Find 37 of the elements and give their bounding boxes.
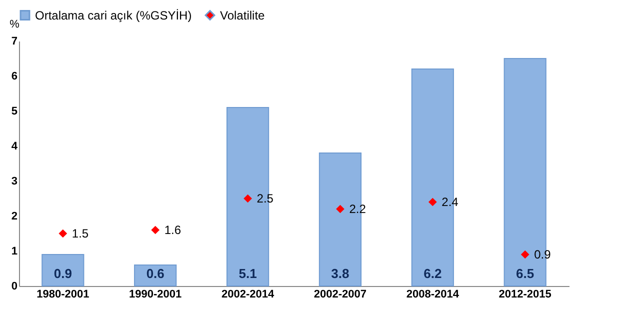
x-tick-label: 2008-2014 (406, 288, 460, 300)
x-tick-label: 1980-2001 (36, 288, 90, 300)
point (244, 194, 252, 203)
data-label: 5.1 (238, 266, 257, 281)
data-label: 6.2 (424, 266, 442, 281)
legend-label: Ortalama cari açık (%GSYİH) (35, 8, 192, 22)
data-label: 2.5 (256, 192, 274, 206)
data-label: 2.2 (349, 202, 366, 216)
x-tick-label: 2002-2014 (221, 288, 275, 300)
y-tick-label: 6 (11, 70, 18, 82)
x-tick-label: 2012-2015 (498, 288, 552, 300)
data-label: 2.4 (442, 195, 459, 209)
y-tick-label: 2 (11, 210, 18, 222)
data-label: 0.6 (146, 266, 164, 281)
data-label: 0.9 (54, 266, 72, 281)
data-label: 1.6 (164, 223, 182, 237)
y-tick-label: 3 (11, 176, 18, 188)
bar (134, 264, 177, 286)
legend-label: Volatilite (220, 8, 266, 22)
data-label: 6.5 (516, 266, 534, 281)
point (151, 226, 160, 234)
x-tick-label: 1990-2001 (129, 288, 182, 300)
data-label: 0.9 (534, 248, 552, 262)
y-tick-label: 0 (11, 280, 18, 292)
bar (42, 254, 84, 286)
y-tick-label: 7 (11, 36, 18, 48)
y-axis-title: % (10, 18, 20, 30)
point (336, 204, 344, 214)
x-tick-label: 2002-2007 (314, 288, 367, 300)
y-tick-label: 5 (11, 106, 18, 118)
point (58, 229, 68, 238)
y-tick-label: 1 (11, 246, 18, 258)
y-tick-label: 4 (11, 140, 18, 152)
point (520, 250, 530, 259)
data-label: 1.5 (72, 226, 89, 240)
point (428, 198, 437, 206)
data-label: 3.8 (331, 266, 350, 281)
